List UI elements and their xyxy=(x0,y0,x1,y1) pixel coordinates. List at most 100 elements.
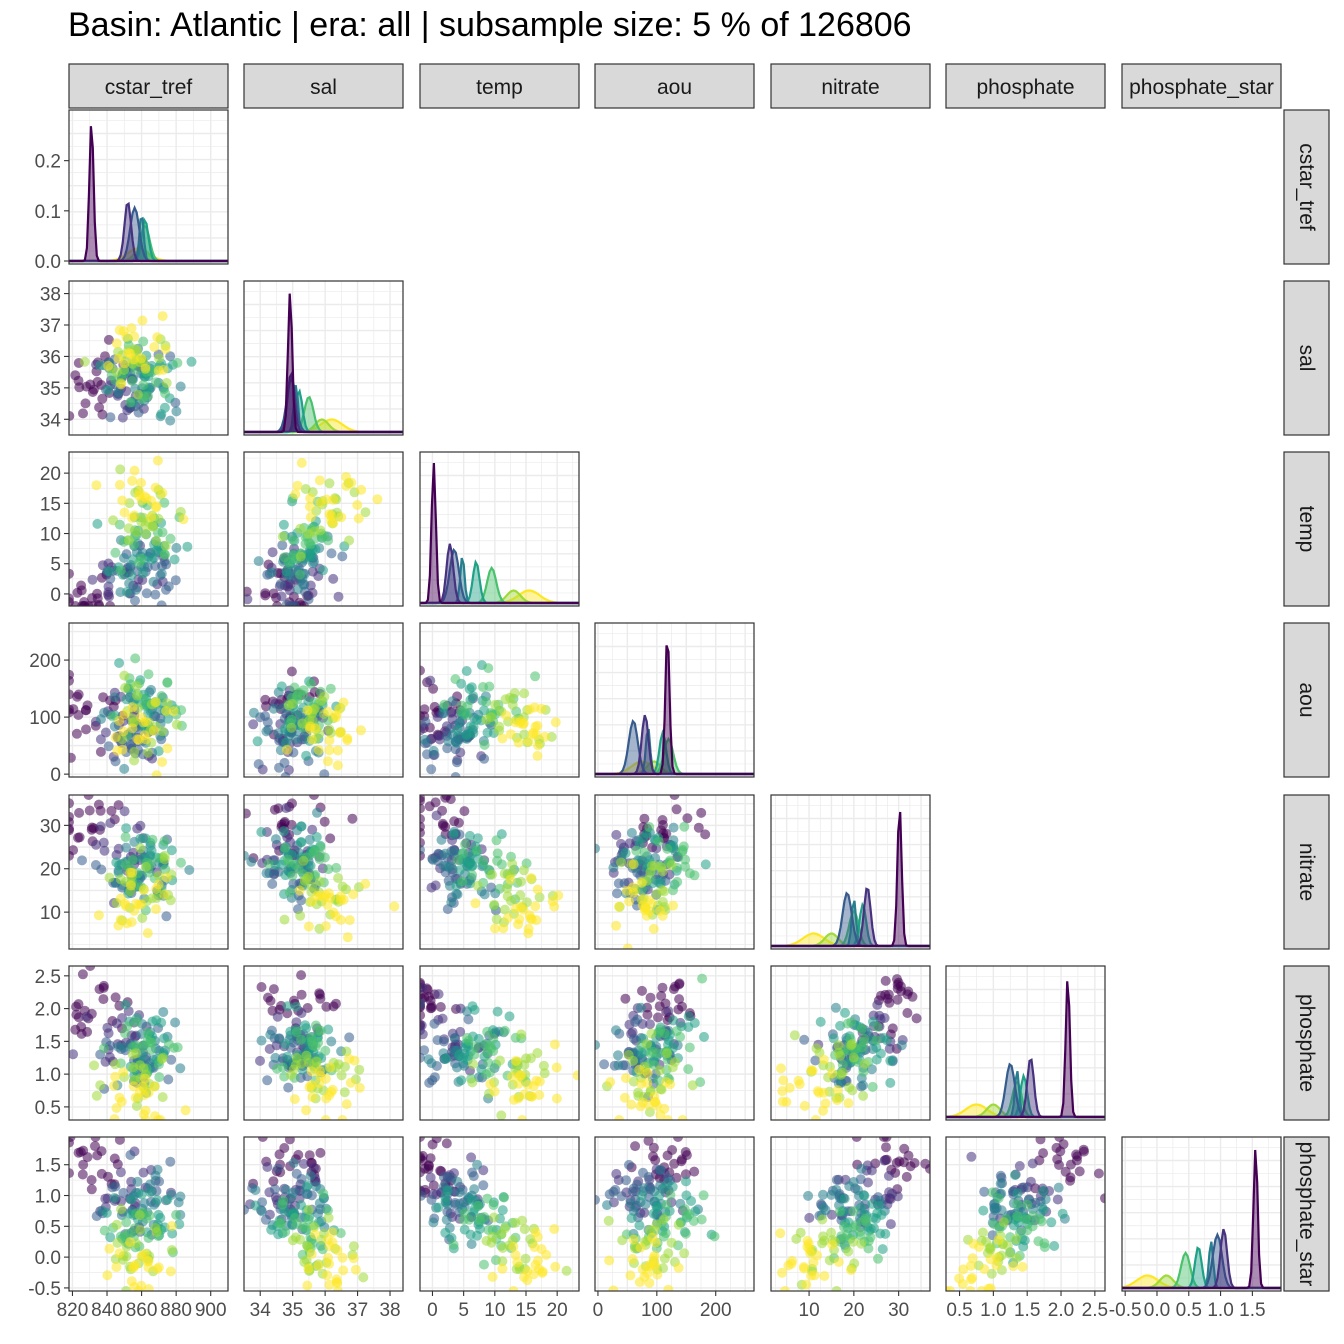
scatter-point xyxy=(549,1224,560,1234)
scatter-point xyxy=(817,1214,828,1225)
scatter-point xyxy=(74,382,85,393)
scatter-point xyxy=(99,845,110,856)
panel-aou-vs-cstar_tref xyxy=(68,622,229,778)
scatter-point xyxy=(839,1222,849,1232)
scatter-point xyxy=(687,1080,698,1091)
scatter-point xyxy=(265,995,276,1006)
scatter-point xyxy=(802,1241,813,1252)
density-line-0 xyxy=(244,293,403,434)
x-tick-label-phosphate: 1.0 xyxy=(980,1300,1006,1321)
y-tick-label-temp: 10 xyxy=(40,525,61,546)
panel-border xyxy=(419,794,580,950)
scatter-point xyxy=(1012,1188,1023,1199)
scatter-point xyxy=(170,575,181,586)
scatter-point xyxy=(156,1054,167,1064)
scatter-point xyxy=(478,1180,489,1191)
scatter-point xyxy=(119,507,130,518)
scatter-point xyxy=(138,1109,149,1120)
scatter-point xyxy=(127,713,138,724)
scatter-point xyxy=(451,737,462,748)
scatter-point xyxy=(642,1067,653,1078)
scatter-point xyxy=(443,862,454,873)
scatter-point xyxy=(69,823,74,834)
chart-title: Basin: Atlantic | era: all | subsample s… xyxy=(68,6,912,44)
scatter-point xyxy=(433,1202,444,1213)
density-area-6 xyxy=(946,1104,1105,1117)
scatter-point xyxy=(483,663,494,674)
scatter-point xyxy=(1052,1194,1063,1205)
scatter-point xyxy=(77,855,87,866)
scatter-point xyxy=(826,1227,837,1238)
scatter-point xyxy=(528,1269,539,1280)
scatter-point xyxy=(69,707,74,718)
scatter-point xyxy=(657,910,668,921)
scatter-point xyxy=(143,669,154,680)
scatter-point xyxy=(624,896,635,907)
scatter-point xyxy=(110,732,121,743)
scatter-point xyxy=(137,913,148,923)
scatter-point xyxy=(631,845,642,856)
scatter-point xyxy=(340,1061,350,1072)
scatter-point xyxy=(161,872,172,883)
scatter-point xyxy=(99,707,110,718)
scatter-point xyxy=(117,1013,128,1023)
scatter-point xyxy=(287,1187,298,1198)
scatter-point xyxy=(669,1158,680,1169)
scatter-point xyxy=(979,1264,990,1275)
scatter-point xyxy=(296,989,307,1000)
scatter-point xyxy=(69,597,74,606)
scatter-point xyxy=(84,805,95,816)
x-tick-label-aou: 200 xyxy=(700,1300,732,1321)
x-tick-label-cstar_tref: 820 xyxy=(57,1300,89,1321)
scatter-point xyxy=(110,1181,121,1192)
strip-right-label-sal: sal xyxy=(1295,345,1318,372)
scatter-point xyxy=(81,1011,92,1022)
scatter-point xyxy=(457,876,468,887)
scatter-point xyxy=(132,734,143,745)
scatter-point xyxy=(689,1166,700,1177)
scatter-point xyxy=(479,889,490,900)
scatter-point xyxy=(105,573,116,584)
scatter-point xyxy=(499,1025,510,1036)
panel-border xyxy=(594,622,755,778)
scatter-point xyxy=(86,1175,97,1185)
scatter-point xyxy=(494,721,505,732)
scatter-point xyxy=(987,1187,998,1198)
scatter-point xyxy=(158,1007,169,1017)
scatter-point xyxy=(818,1105,829,1116)
x-tick-label-sal: 34 xyxy=(250,1300,272,1321)
scatter-point xyxy=(840,1007,850,1018)
scatter-point xyxy=(428,1180,439,1191)
scatter-point xyxy=(539,1068,550,1079)
scatter-point xyxy=(495,1055,505,1066)
scatter-point xyxy=(776,1063,786,1074)
scatter-point xyxy=(136,353,147,364)
scatter-point xyxy=(485,1079,496,1089)
strip-top-aou xyxy=(594,63,755,109)
scatter-point xyxy=(111,850,122,860)
scatter-point xyxy=(799,1034,810,1045)
scatter-point xyxy=(1071,1155,1082,1166)
scatter-point xyxy=(510,903,521,914)
scatter-point xyxy=(667,1062,678,1073)
scatter-point xyxy=(337,1115,348,1120)
scatter-point xyxy=(441,1214,452,1225)
scatter-point xyxy=(604,1255,615,1266)
panel-phosphate-vs-aou xyxy=(594,965,755,1121)
scatter-point xyxy=(426,764,437,775)
scatter-point xyxy=(435,1002,446,1012)
scatter-point xyxy=(141,493,152,504)
scatter-point xyxy=(140,1073,151,1084)
scatter-point xyxy=(326,1086,337,1097)
x-tick-label-phosphate: 0.5 xyxy=(946,1300,972,1321)
scatter-point xyxy=(148,576,159,587)
strip-top-label-phosphate_star: phosphate_star xyxy=(1129,76,1274,99)
scatter-point xyxy=(294,569,305,580)
x-tick-label-temp: 5 xyxy=(458,1300,469,1321)
scatter-point xyxy=(129,905,140,916)
scatter-point xyxy=(303,594,314,605)
scatter-point xyxy=(530,1227,541,1237)
y-tick-label-phosphate: 2.0 xyxy=(35,1000,61,1021)
scatter-point xyxy=(508,1286,519,1291)
scatter-point xyxy=(858,1066,869,1077)
